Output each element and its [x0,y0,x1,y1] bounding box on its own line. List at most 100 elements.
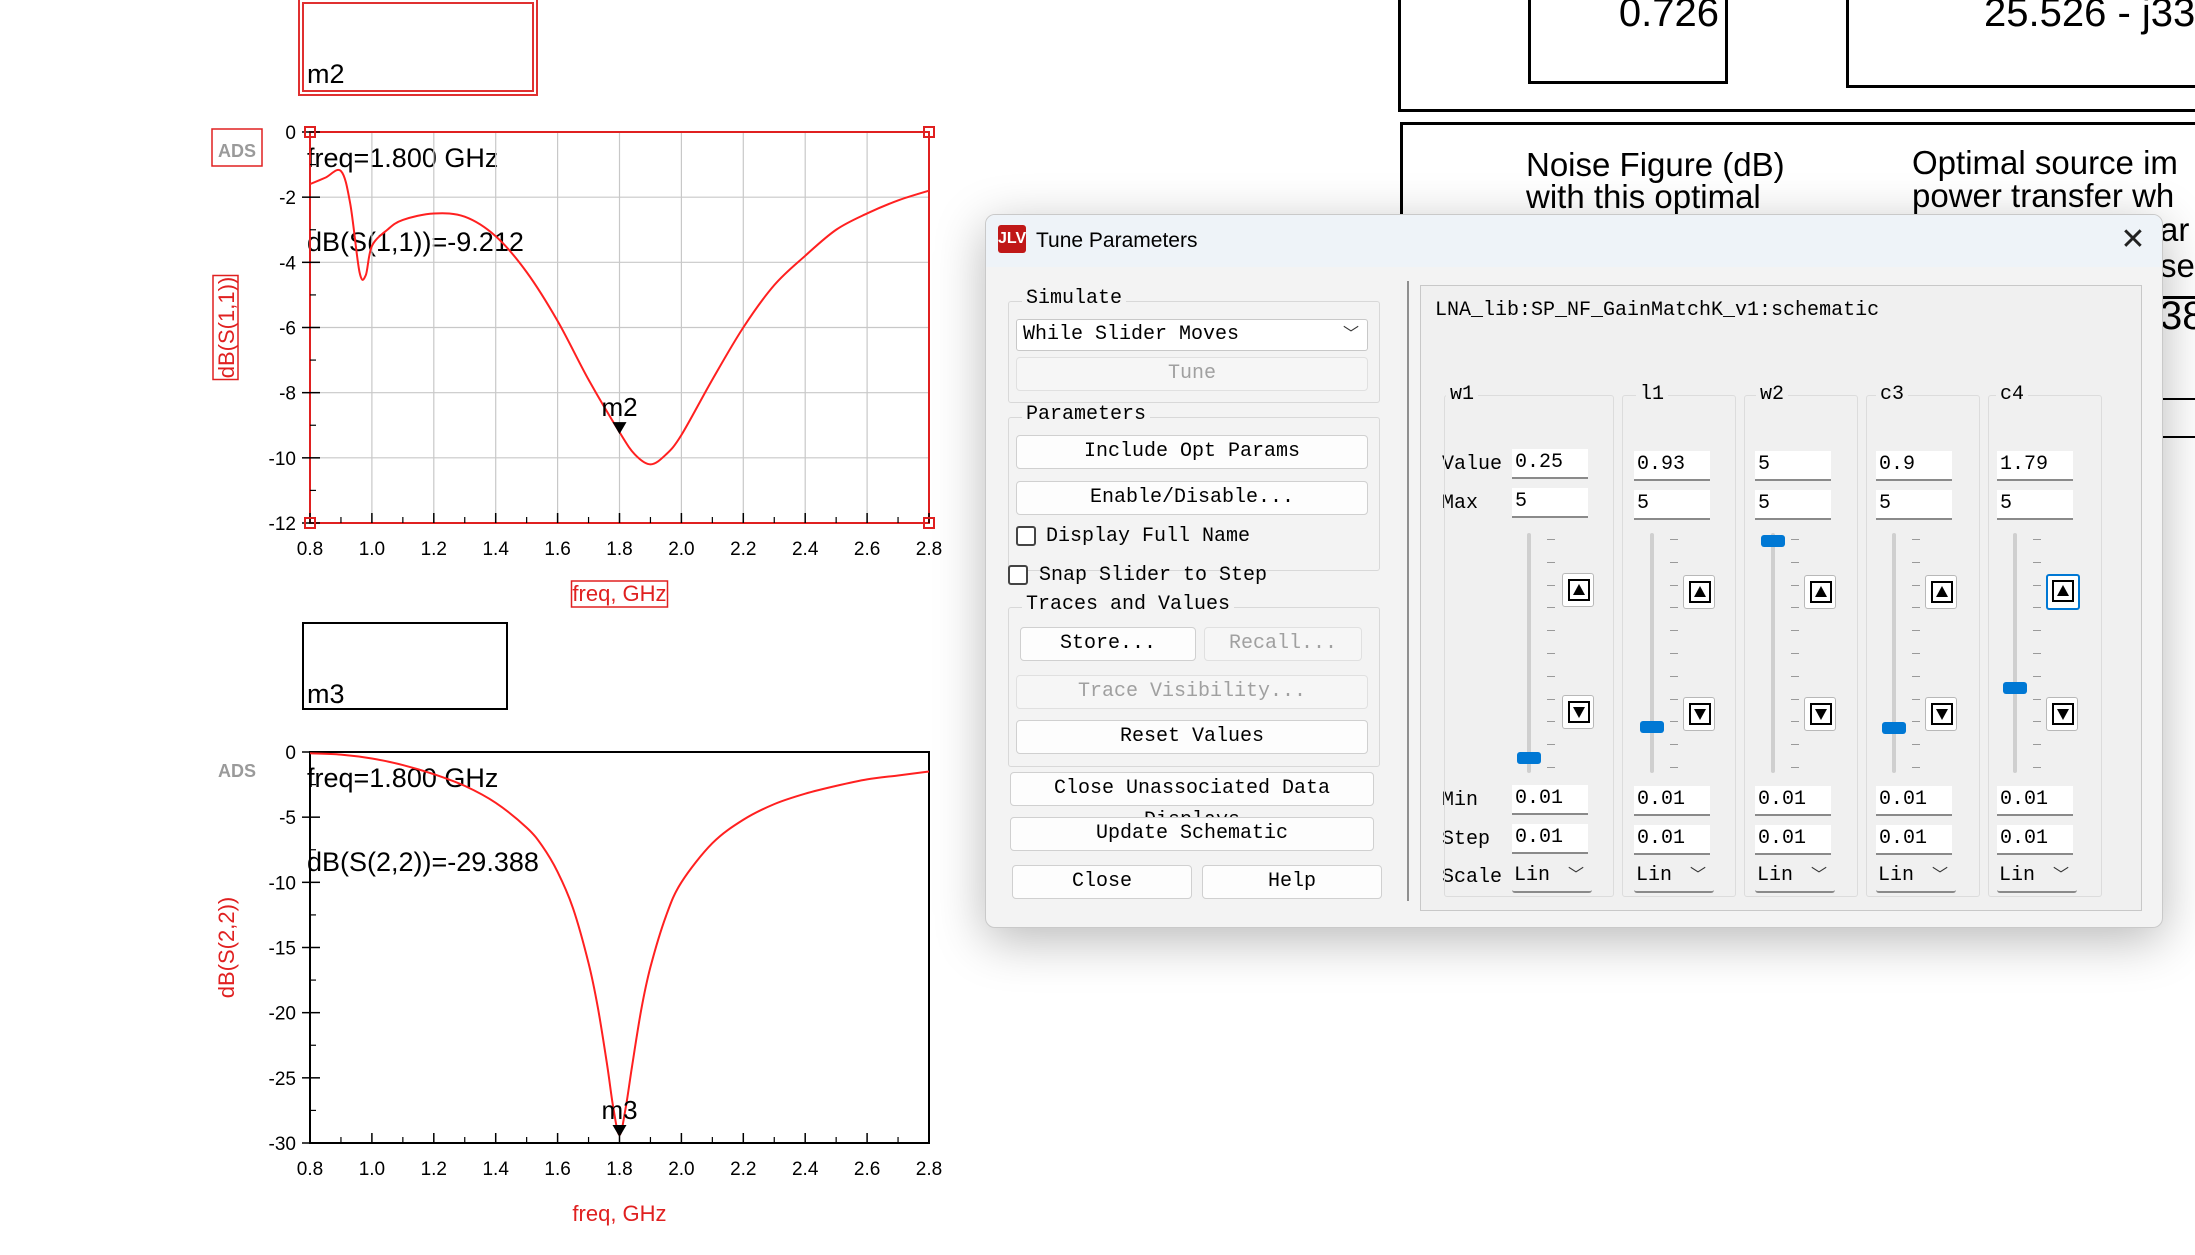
value-field-w2[interactable]: 5 [1755,451,1831,481]
param-column-w2 [1744,395,1858,897]
increment-button-w1[interactable] [1562,573,1594,607]
max-field-l1[interactable]: 5 [1634,490,1710,520]
min-field-c3[interactable]: 0.01 [1876,786,1952,816]
slider-tick [1791,675,1799,677]
tune-parameters-dialog[interactable]: JLV Tune Parameters ✕ Simulate While Sli… [985,214,2163,928]
step-field-c4[interactable]: 0.01 [1997,825,2073,855]
optimal-source-fragment-3: 38 [2160,294,2195,338]
help-button[interactable]: Help [1202,865,1382,899]
scale-select-c3[interactable]: Lin ﹀ [1876,861,1956,893]
y-tick-label: -20 [269,1004,296,1025]
decrement-button-c4[interactable] [2046,697,2078,731]
slider-thumb-w2[interactable] [1761,535,1785,547]
store-button[interactable]: Store... [1020,627,1196,661]
trace-visibility-button[interactable]: Trace Visibility... [1016,675,1368,709]
slider-thumb-c3[interactable] [1882,722,1906,735]
y-axis-title-selection [212,274,239,381]
slider-tick [2033,630,2041,632]
increment-button-l1[interactable] [1683,575,1715,609]
tune-button[interactable]: Tune [1016,357,1368,391]
slider-tick [1912,561,1920,563]
step-field-c3[interactable]: 0.01 [1876,825,1952,855]
y-tick-label: -5 [279,808,296,829]
cell-source-impedance: 25.526 - j33 [1846,0,2195,88]
decrement-button-w2[interactable] [1804,697,1836,731]
table-divider [2160,436,2195,438]
min-field-w1[interactable]: 0.01 [1512,785,1588,815]
include-opt-params-button[interactable]: Include Opt Params [1016,435,1368,469]
slider-track-w2[interactable] [1771,533,1775,773]
slider-tick [1912,584,1920,586]
slider-tick [1547,539,1555,540]
slider-track-c3[interactable] [1892,533,1896,773]
increment-button-c4[interactable] [2046,574,2080,610]
dialog-titlebar[interactable]: JLV Tune Parameters ✕ [986,215,2162,267]
y-axis-title: dB(S(1,1)) [214,277,239,378]
max-field-c3[interactable]: 5 [1876,490,1952,520]
step-field-w2[interactable]: 0.01 [1755,825,1831,855]
arrow-up-icon [1810,581,1832,603]
close-button[interactable]: Close [1012,865,1192,899]
scale-select-w2[interactable]: Lin ﹀ [1755,861,1835,893]
max-field-w1[interactable]: 5 [1512,488,1588,518]
slider-thumb-l1[interactable] [1640,721,1664,734]
decrement-button-w1[interactable] [1562,695,1594,729]
value-field-c4[interactable]: 1.79 [1997,451,2073,481]
x-axis-title: freq, GHz [572,581,666,606]
param-name-w2: w2 [1756,383,1789,406]
enable-disable-button[interactable]: Enable/Disable... [1016,481,1368,515]
x-tick-label: 1.8 [606,539,632,560]
s22-chart[interactable]: 0.8 1.0 1.2 1.4 1.6 1.8 2.0 2.2 2.4 2.6 2.8 0 -5 -10 -… [0,620,980,1255]
decrement-button-c3[interactable] [1925,697,1957,731]
max-field-w2[interactable]: 5 [1755,490,1831,520]
x-tick-label: 1.2 [421,539,447,560]
reset-values-button[interactable]: Reset Values [1016,720,1368,754]
recall-button[interactable]: Recall... [1204,627,1362,661]
scale-select-c4[interactable]: Lin ﹀ [1997,861,2077,893]
increment-button-c3[interactable] [1925,575,1957,609]
param-column-c4 [1988,395,2102,897]
ads-logo: ADS [218,141,256,161]
slider-thumb-c4[interactable] [2003,681,2027,694]
snap-slider-label: Snap Slider to Step [1039,564,1268,587]
s11-chart[interactable]: 0.8 1.0 1.2 1.4 1.6 1.8 2.0 2.2 2.4 2.6 2.8 0 -2 -4 -6… [0,0,980,620]
step-field-l1[interactable]: 0.01 [1634,825,1710,855]
min-field-c4[interactable]: 0.01 [1997,786,2073,816]
slider-tick [1912,744,1920,746]
close-unassociated-button[interactable]: Close Unassociated Data Displays [1010,772,1374,832]
noise-figure-label-1: Noise Figure (dB) [1526,146,1785,183]
display-full-name-checkbox[interactable] [1016,526,1036,546]
x-tick-label: 1.0 [359,539,385,560]
value-field-c3[interactable]: 0.9 [1876,451,1952,481]
slider-track-w1[interactable] [1527,533,1531,773]
increment-button-w2[interactable] [1804,575,1836,609]
marker-box-m3[interactable]: m3 freq=1.800 GHz dB(S(2,2))=-29.388 [302,622,539,876]
marker-m3-value: dB(S(2,2))=-29.388 [307,847,539,877]
min-field-l1[interactable]: 0.01 [1634,786,1710,816]
step-field-w1[interactable]: 0.01 [1512,824,1588,854]
slider-tick [1670,584,1678,586]
snap-slider-checkbox[interactable] [1008,565,1028,585]
marker-m2-value: dB(S(1,1))=-9.212 [307,227,524,257]
scale-select-w1[interactable]: Lin ﹀ [1512,861,1592,893]
chevron-down-icon: ﹀ [1342,326,1359,344]
scale-value-w2: Lin [1757,864,1794,887]
min-field-w2[interactable]: 0.01 [1755,786,1831,816]
slider-thumb-w1[interactable] [1517,752,1541,765]
simulate-mode-select[interactable]: While Slider Moves ﹀ [1016,319,1368,351]
marker-box-m2[interactable]: m2 freq=1.800 GHz dB(S(1,1))=-9.212 [302,2,534,256]
close-icon[interactable]: ✕ [2120,223,2146,256]
value-field-w1[interactable]: 0.25 [1512,449,1588,479]
scale-select-l1[interactable]: Lin ﹀ [1634,861,1714,893]
update-schematic-button[interactable]: Update Schematic [1010,817,1374,851]
scale-value-c3: Lin [1878,864,1915,887]
y-tick-label: -25 [269,1069,296,1090]
slider-tick [1912,721,1920,723]
slider-track-c4[interactable] [2013,533,2017,773]
x-tick-label: 2.2 [730,1159,756,1180]
decrement-button-l1[interactable] [1683,697,1715,731]
value-field-l1[interactable]: 0.93 [1634,451,1710,481]
arrow-down-icon [1689,703,1711,725]
max-field-c4[interactable]: 5 [1997,490,2073,520]
slider-track-l1[interactable] [1650,533,1654,773]
